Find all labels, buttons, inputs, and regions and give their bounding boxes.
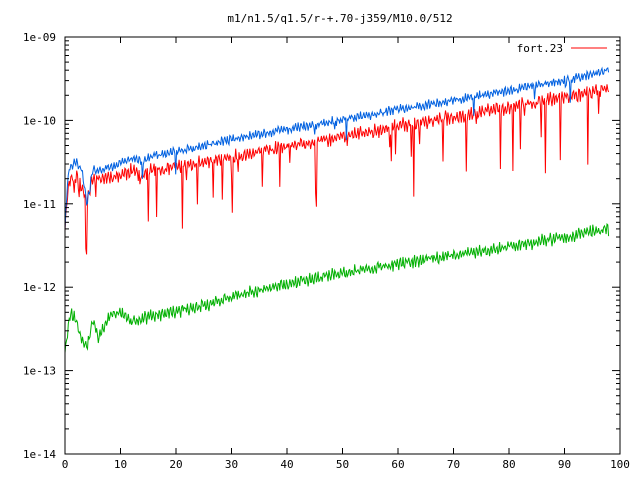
x-tick-label: 80 [502, 458, 515, 471]
y-tick-label: 1e-12 [23, 281, 56, 294]
chart-title: m1/n1.5/q1.5/r-+.70-j359/M10.0/512 [227, 12, 452, 25]
x-tick-label: 50 [336, 458, 349, 471]
x-tick-label: 20 [169, 458, 182, 471]
y-tick-label: 1e-11 [23, 198, 56, 211]
x-tick-label: 70 [447, 458, 460, 471]
y-tick-label: 1e-14 [23, 448, 56, 461]
plot-frame [64, 36, 621, 455]
series-line-series1 [64, 66, 610, 231]
x-tick-label: 60 [391, 458, 404, 471]
y-tick-label: 1e-13 [23, 365, 56, 378]
x-axis: 0 10 20 30 40 50 60 70 80 90 100 [62, 37, 630, 471]
x-tick-label: 30 [225, 458, 238, 471]
x-tick-label: 0 [62, 458, 69, 471]
x-tick-label: 100 [610, 458, 630, 471]
series-layer [64, 66, 610, 354]
legend-label-fort23: fort.23 [517, 42, 563, 55]
x-tick-label: 40 [280, 458, 293, 471]
x-tick-label: 90 [558, 458, 571, 471]
series-line-series2 [64, 222, 610, 354]
x-tick-label: 10 [114, 458, 127, 471]
y-axis: 1e-14 1e-13 1e-12 1e-11 1e-10 1e-09 [23, 31, 620, 461]
legend: fort.23 [517, 42, 607, 55]
series-line-fort23 [64, 84, 610, 255]
y-tick-label: 1e-09 [23, 31, 56, 44]
y-tick-label: 1e-10 [23, 114, 56, 127]
